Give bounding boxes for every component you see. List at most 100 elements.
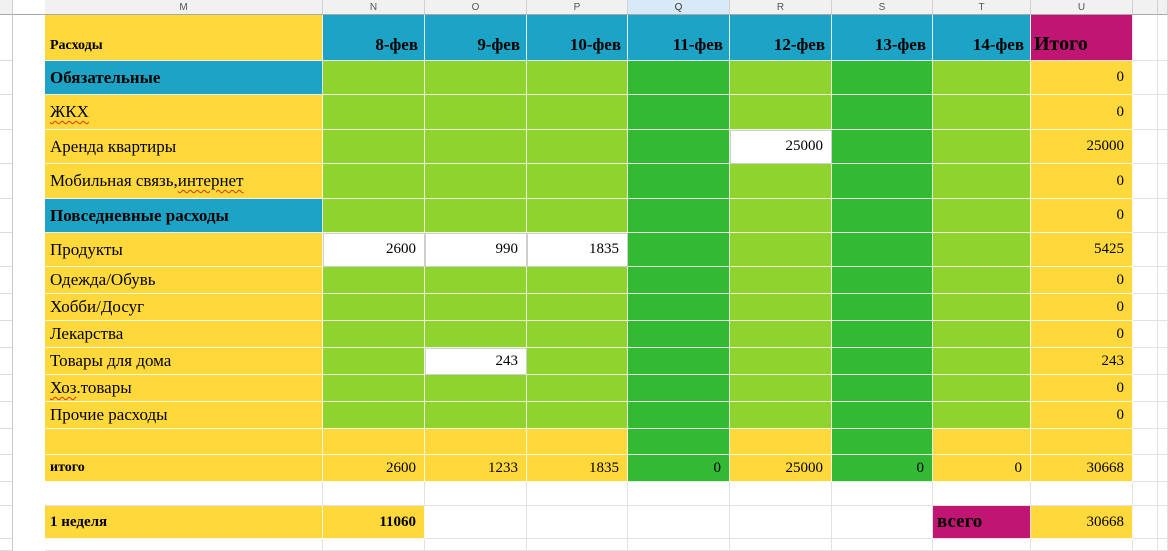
vsego-label[interactable]: всего xyxy=(933,506,1031,539)
sheet-cell[interactable] xyxy=(425,130,527,164)
empty-column[interactable] xyxy=(13,164,45,199)
sheet-cell[interactable] xyxy=(933,321,1031,348)
cell-u-week[interactable]: 30668 xyxy=(1031,506,1133,539)
cell-total-odezhda[interactable]: 0 xyxy=(1031,267,1133,294)
sheet-cell[interactable] xyxy=(425,199,527,233)
sheet-cell[interactable] xyxy=(832,61,933,95)
cell-s-itogo[interactable]: 0 xyxy=(832,455,933,482)
sheet-cell[interactable] xyxy=(933,348,1031,375)
sheet-cell[interactable] xyxy=(527,429,628,455)
sheet-cell[interactable] xyxy=(425,482,527,506)
date-header-2[interactable]: 9-фев xyxy=(425,15,527,61)
column-header-p[interactable]: P xyxy=(527,0,628,15)
cell-total-mobilnaya[interactable]: 0 xyxy=(1031,164,1133,199)
sheet-cell[interactable] xyxy=(832,482,933,506)
sheet-cell[interactable] xyxy=(730,375,832,402)
cell-total-produkty[interactable]: 5425 xyxy=(1031,233,1133,267)
sheet-cell[interactable] xyxy=(730,429,832,455)
column-header-n[interactable]: N xyxy=(323,0,425,15)
sheet-cell[interactable] xyxy=(527,375,628,402)
empty-column[interactable] xyxy=(13,267,45,294)
cell-r-arenda[interactable]: 25000 xyxy=(730,130,832,164)
column-header-o[interactable]: O xyxy=(425,0,527,15)
sheet-cell[interactable] xyxy=(832,199,933,233)
sheet-cell[interactable] xyxy=(730,321,832,348)
sheet-cell[interactable] xyxy=(933,294,1031,321)
sheet-cell[interactable] xyxy=(527,539,628,551)
sheet-cell[interactable] xyxy=(832,402,933,429)
sheet-cell[interactable] xyxy=(323,61,425,95)
sheet-cell[interactable] xyxy=(730,267,832,294)
cell-total-prochie[interactable]: 0 xyxy=(1031,402,1133,429)
sheet-cell[interactable] xyxy=(425,402,527,429)
sheet-cell[interactable] xyxy=(730,539,832,551)
row-label-arenda[interactable]: Аренда квартиры xyxy=(45,130,323,164)
sheet-cell[interactable] xyxy=(425,61,527,95)
sheet-cell[interactable] xyxy=(425,539,527,551)
grand-total-label[interactable]: итого xyxy=(45,455,323,482)
sheet-cell[interactable] xyxy=(323,539,425,551)
empty-column[interactable] xyxy=(13,294,45,321)
row-label-odezhda[interactable]: Одежда/Обувь xyxy=(45,267,323,294)
sheet-cell[interactable] xyxy=(1031,429,1133,455)
sheet-cell[interactable] xyxy=(628,164,730,199)
sheet-cell[interactable] xyxy=(425,294,527,321)
sheet-cell[interactable] xyxy=(1031,482,1133,506)
date-header-5[interactable]: 12-фев xyxy=(730,15,832,61)
cell-p-produkty[interactable]: 1835 xyxy=(527,233,628,267)
cell-total-lekarstva[interactable]: 0 xyxy=(1031,321,1133,348)
sheet-cell[interactable] xyxy=(527,61,628,95)
row-label-mobilnaya[interactable]: Мобильная связь, интернет xyxy=(45,164,323,199)
cell-p-itogo[interactable]: 1835 xyxy=(527,455,628,482)
sheet-cell[interactable] xyxy=(933,402,1031,429)
sheet-cell[interactable] xyxy=(933,130,1031,164)
column-header-extra[interactable] xyxy=(1158,0,1168,15)
sheet-cell[interactable] xyxy=(730,95,832,130)
sheet-cell[interactable] xyxy=(323,130,425,164)
empty-column[interactable] xyxy=(13,482,45,506)
sheet-cell[interactable] xyxy=(323,482,425,506)
cell-total-arenda[interactable]: 25000 xyxy=(1031,130,1133,164)
column-header-extra[interactable] xyxy=(1133,0,1158,15)
sheet-cell[interactable] xyxy=(425,321,527,348)
sheet-cell[interactable] xyxy=(628,375,730,402)
sheet-cell[interactable] xyxy=(323,402,425,429)
sheet-cell[interactable] xyxy=(933,199,1031,233)
sheet-cell[interactable] xyxy=(628,294,730,321)
empty-column[interactable] xyxy=(13,130,45,164)
sheet-cell[interactable] xyxy=(832,321,933,348)
empty-column[interactable] xyxy=(13,348,45,375)
sheet-cell[interactable] xyxy=(628,233,730,267)
sheet-cell[interactable] xyxy=(628,267,730,294)
sheet-cell[interactable] xyxy=(323,429,425,455)
cell-n-produkty[interactable]: 2600 xyxy=(323,233,425,267)
empty-column[interactable] xyxy=(13,429,45,455)
empty-column[interactable] xyxy=(13,61,45,95)
cell-total-hobbi[interactable]: 0 xyxy=(1031,294,1133,321)
sheet-cell[interactable] xyxy=(730,233,832,267)
sheet-cell[interactable] xyxy=(323,294,425,321)
sheet-cell[interactable] xyxy=(527,321,628,348)
cell-q-itogo[interactable]: 0 xyxy=(628,455,730,482)
sheet-cell[interactable] xyxy=(730,294,832,321)
sheet-cell[interactable] xyxy=(933,95,1031,130)
empty-column[interactable] xyxy=(13,375,45,402)
column-header-s[interactable]: S xyxy=(832,0,933,15)
sheet-cell[interactable] xyxy=(628,402,730,429)
column-header-r[interactable]: R xyxy=(730,0,832,15)
sheet-cell[interactable] xyxy=(730,164,832,199)
sheet-cell[interactable] xyxy=(933,61,1031,95)
sheet-cell[interactable] xyxy=(527,348,628,375)
sheet-cell[interactable] xyxy=(323,267,425,294)
sheet-cell[interactable] xyxy=(425,164,527,199)
cell-total-tovary[interactable]: 243 xyxy=(1031,348,1133,375)
sheet-cell[interactable] xyxy=(730,199,832,233)
empty-column[interactable] xyxy=(13,402,45,429)
sheet-cell[interactable] xyxy=(323,375,425,402)
sheet-cell[interactable] xyxy=(323,95,425,130)
sheet-cell[interactable] xyxy=(832,95,933,130)
cell-total-obyazatelnye[interactable]: 0 xyxy=(1031,61,1133,95)
sheet-cell[interactable] xyxy=(832,429,933,455)
sheet-cell[interactable] xyxy=(628,348,730,375)
sheet-cell[interactable] xyxy=(832,506,933,539)
